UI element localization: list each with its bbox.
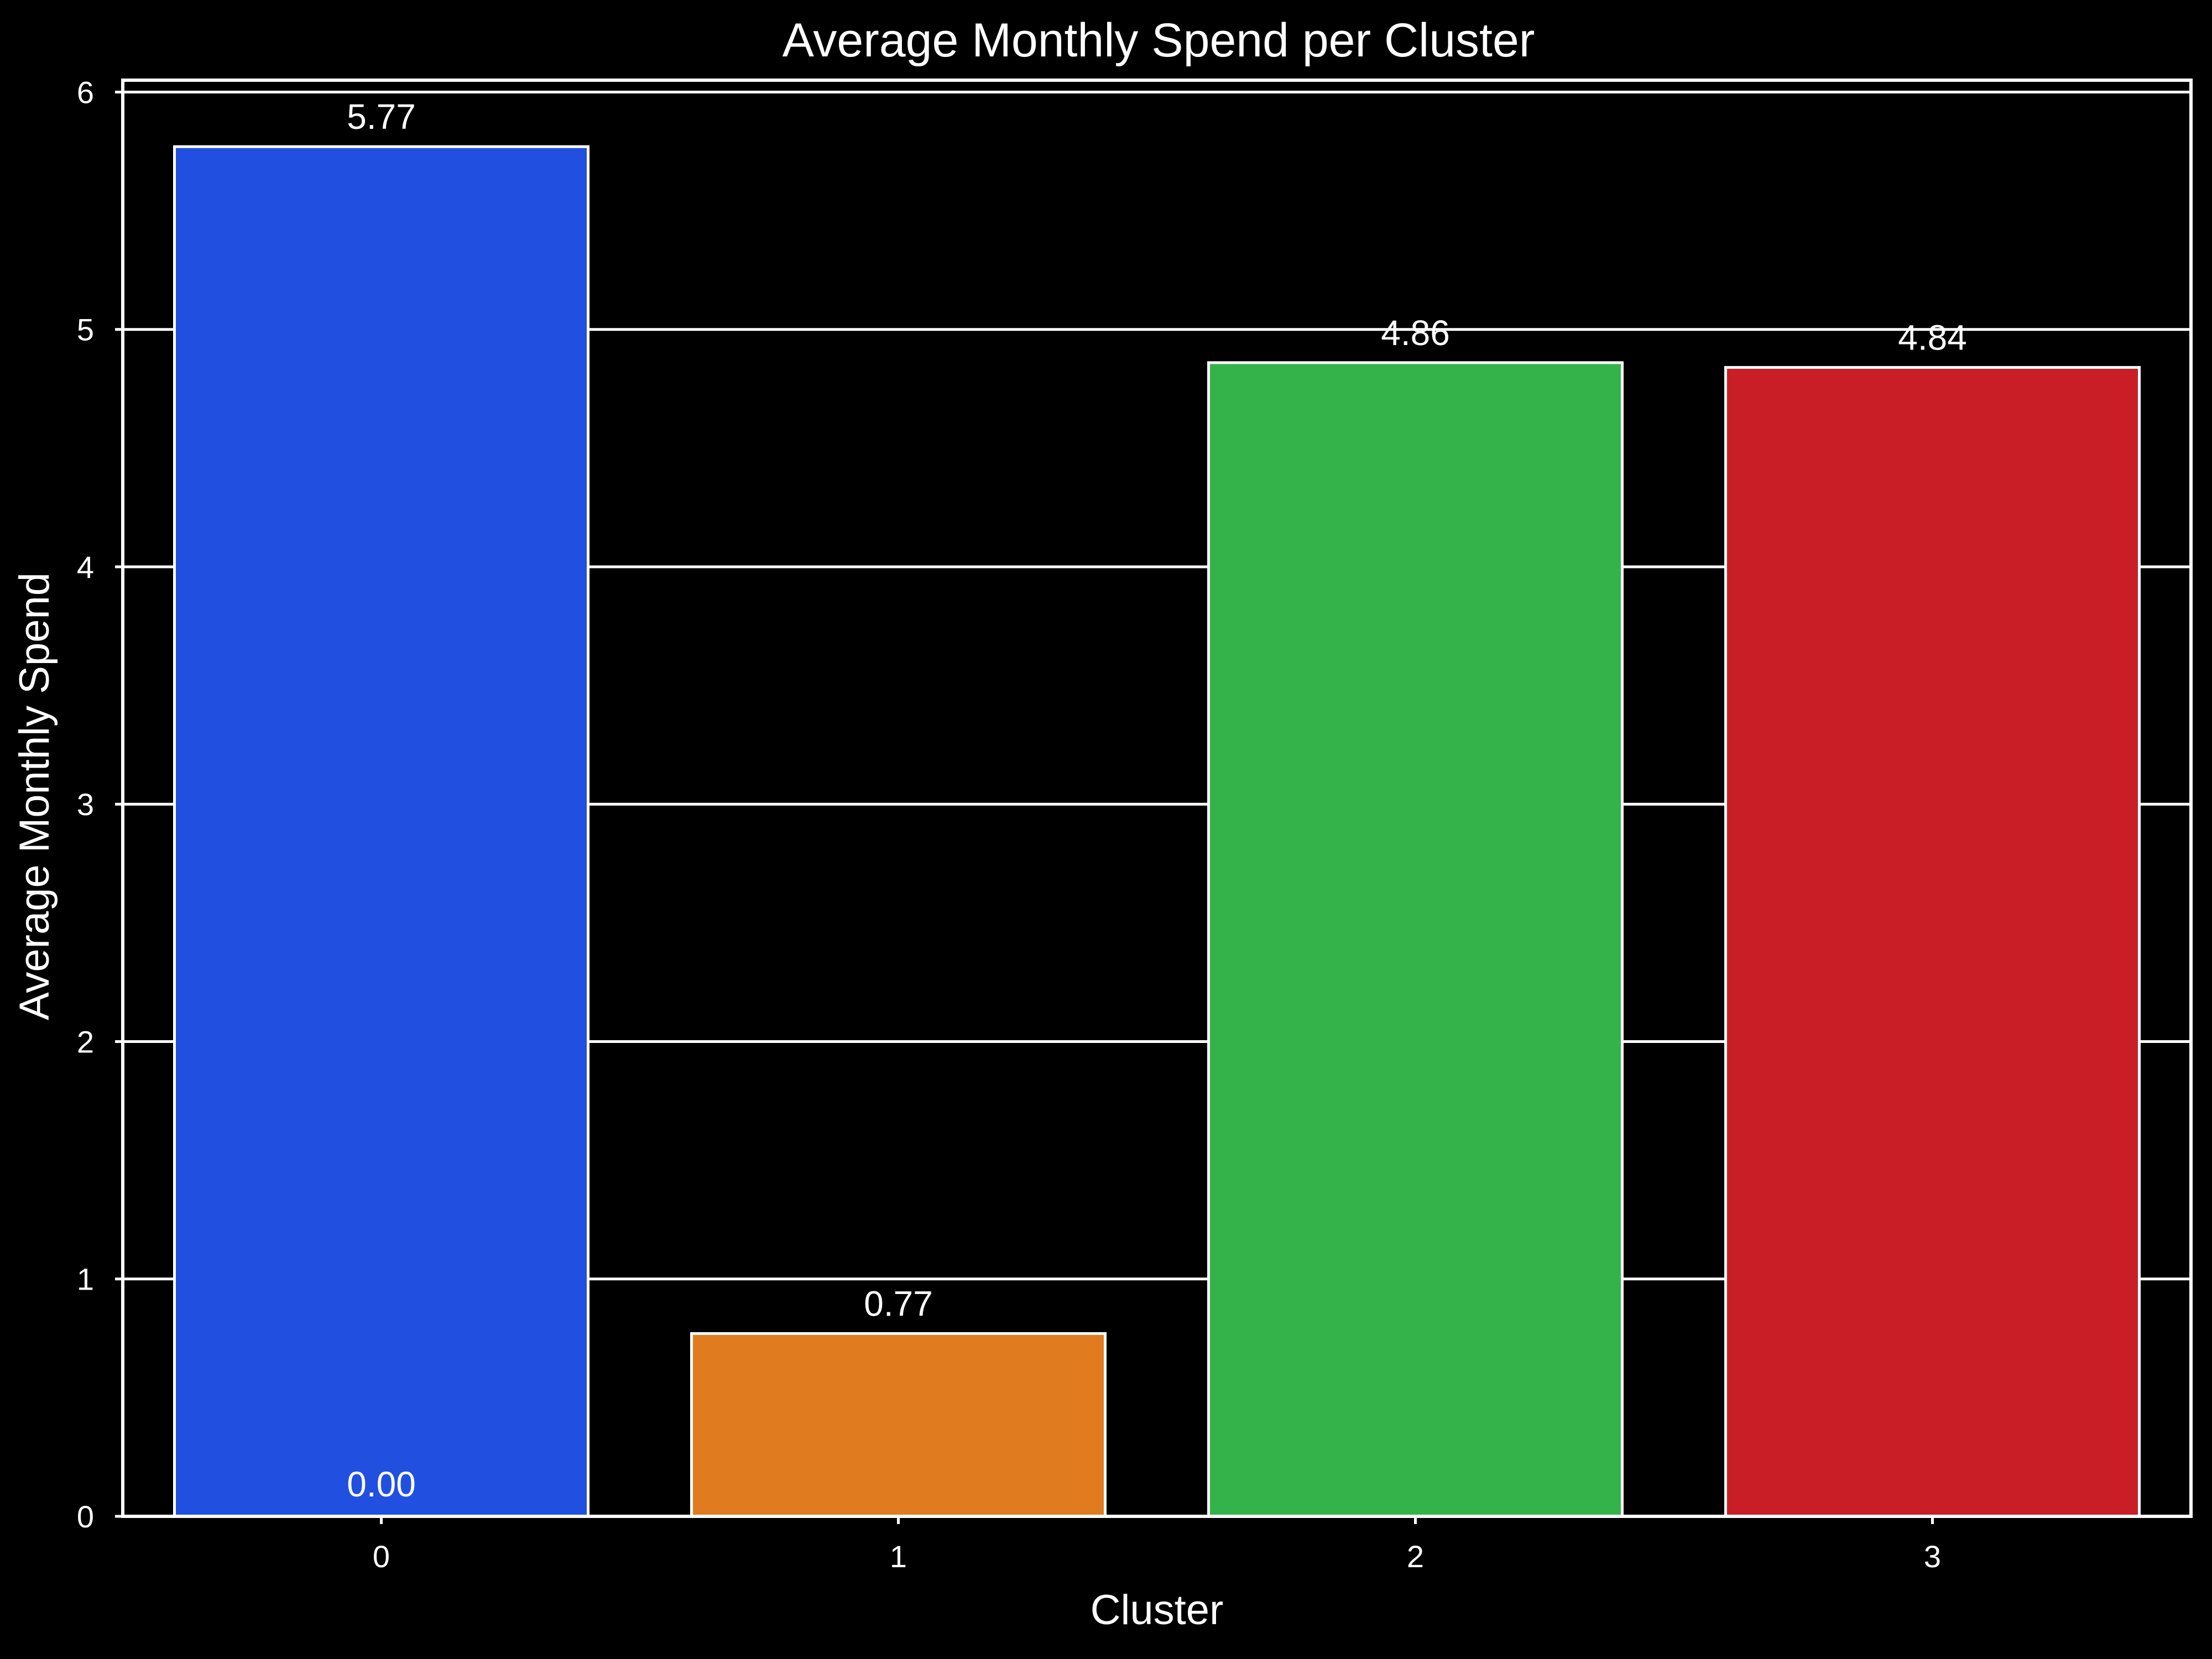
x-tick-label: 2	[1407, 1539, 1424, 1574]
x-axis-label: Cluster	[1091, 1587, 1224, 1634]
plot-frame	[121, 79, 2193, 1518]
bar-cluster-2	[1207, 361, 1624, 1518]
axis-ticks: 0 1 2 3 4 5 6 0 1 2 3	[77, 75, 1941, 1574]
x-tick-label: 0	[373, 1539, 390, 1574]
data-labels: 5.77 0.77 4.86 4.84 0.00	[347, 97, 1967, 1504]
y-tick-label: 2	[77, 1024, 94, 1059]
y-tick-label: 4	[77, 550, 94, 585]
x-tick-label: 1	[890, 1539, 907, 1574]
chart-title: Average Monthly Spend per Cluster	[782, 14, 1535, 67]
bar-cluster-0	[173, 145, 589, 1518]
y-tick-label: 6	[77, 75, 94, 109]
y-axis-label: Average Monthly Spend	[11, 572, 58, 1020]
bars	[173, 145, 2141, 1518]
y-tick-label: 3	[77, 787, 94, 822]
bar-cluster-3	[1724, 366, 2141, 1518]
bar-value-label: 0.77	[864, 1284, 933, 1323]
x-tick-label: 3	[1924, 1539, 1941, 1574]
bar-value-label: 4.86	[1381, 313, 1450, 353]
y-tick-label: 1	[77, 1262, 94, 1297]
bar-cluster-1	[690, 1332, 1107, 1518]
zero-value-label: 0.00	[347, 1464, 416, 1504]
y-tick-label: 0	[77, 1499, 94, 1534]
y-tick-label: 5	[77, 312, 94, 347]
bar-value-label: 4.84	[1898, 317, 1967, 357]
bar-value-label: 5.77	[347, 97, 416, 137]
